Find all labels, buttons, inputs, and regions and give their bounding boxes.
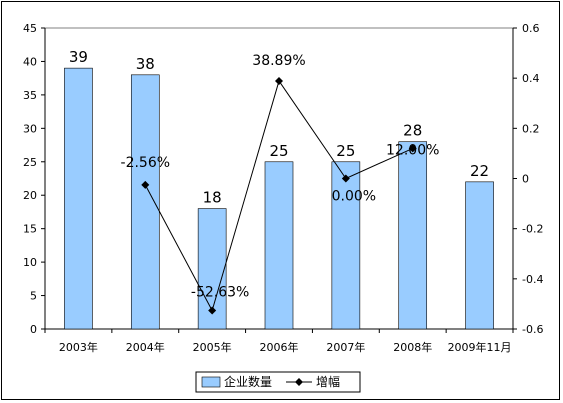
line-series: -2.56% -52.63% 38.89% 0.00% 12.00% xyxy=(121,53,439,315)
bar xyxy=(130,74,160,330)
bar-data-label: 28 xyxy=(403,122,422,140)
line-data-label: -52.63% xyxy=(191,285,249,301)
line-data-label: 38.89% xyxy=(252,53,305,69)
line-data-label: 12.00% xyxy=(386,142,439,158)
y-left-tick-label: 45 xyxy=(23,22,37,35)
y-right-tick-label: -0.4 xyxy=(522,273,543,286)
line-data-label: -2.56% xyxy=(121,155,171,171)
bar xyxy=(264,161,294,330)
bar-data-label: 25 xyxy=(336,142,355,160)
legend-bar-swatch xyxy=(201,376,221,388)
legend-box xyxy=(195,371,361,393)
bar xyxy=(331,161,361,330)
bar-data-label: 38 xyxy=(136,55,155,73)
x-tick-label: 2008年 xyxy=(393,340,432,354)
legend: 企业数量 增幅 xyxy=(195,371,361,393)
bar xyxy=(398,141,428,330)
y-axis-right: -0.6 -0.4 -0.2 0 0.2 0.4 0.6 xyxy=(512,22,543,336)
bar xyxy=(465,181,494,330)
bar-data-label: 22 xyxy=(470,162,489,180)
y-axis-left: 0 5 10 15 20 25 30 35 40 45 xyxy=(23,22,46,336)
line-point xyxy=(141,180,150,189)
y-left-tick-label: 15 xyxy=(23,223,37,236)
y-left-tick-label: 0 xyxy=(30,323,37,336)
legend-bar-label: 企业数量 xyxy=(224,374,272,389)
line-point xyxy=(408,144,417,153)
x-tick-label: 2005年 xyxy=(193,340,232,354)
y-right-tick-label: 0.4 xyxy=(522,72,540,85)
y-left-tick-label: 30 xyxy=(23,122,37,135)
y-right-tick-label: 0.6 xyxy=(522,22,540,35)
y-left-tick-label: 10 xyxy=(23,256,37,269)
y-right-tick-label: 0 xyxy=(522,173,529,186)
y-left-tick-label: 20 xyxy=(23,189,37,202)
x-tick-label: 2003年 xyxy=(59,340,98,354)
bar-data-label: 39 xyxy=(69,48,88,66)
bar xyxy=(64,67,93,330)
x-tick-label: 2006年 xyxy=(260,340,299,354)
y-right-tick-label: -0.6 xyxy=(522,323,543,336)
x-axis: 2003年 2004年 2005年 2006年 2007年 2008年 2009年11月 xyxy=(44,328,514,354)
bar-data-label: 18 xyxy=(203,189,222,207)
x-tick-label: 2007年 xyxy=(326,340,365,354)
y-right-tick-label: 0.2 xyxy=(522,122,540,135)
legend-line-marker xyxy=(295,378,303,386)
bar-data-label: 25 xyxy=(269,142,288,160)
y-right-tick-label: -0.2 xyxy=(522,223,543,236)
legend-line-label: 增幅 xyxy=(316,374,340,389)
x-tick-label: 2009年11月 xyxy=(448,340,512,354)
x-tick-label: 2004年 xyxy=(126,340,165,354)
y-left-tick-label: 5 xyxy=(30,290,37,303)
line-point xyxy=(341,174,350,183)
line-data-label: 0.00% xyxy=(332,189,376,205)
line-point xyxy=(208,306,217,315)
y-left-tick-label: 25 xyxy=(23,156,37,169)
line-point xyxy=(275,76,283,85)
y-left-tick-label: 35 xyxy=(23,89,37,102)
y-left-tick-label: 40 xyxy=(23,55,37,68)
